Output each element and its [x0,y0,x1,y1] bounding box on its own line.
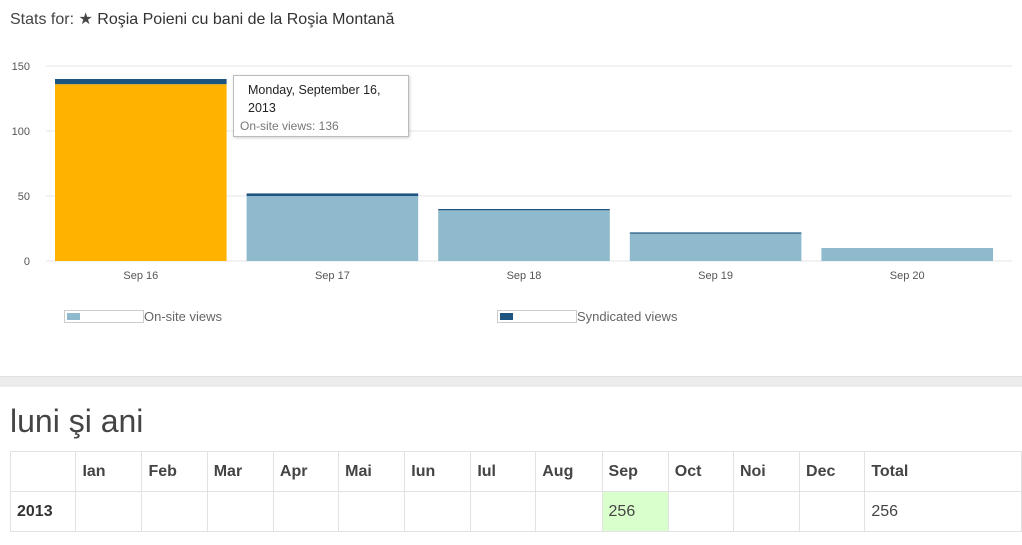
month-cell [732,491,801,532]
legend-syndicated-swatch [497,310,577,323]
table-header-row: Ian Feb Mar Apr Mai Iun Iul Aug Sep Oct Noi Dec Tota… [9,451,1022,492]
months-years-table: Ian Feb Mar Apr Mai Iun Iul Aug Sep Oct Noi Dec Tota… [9,451,1022,532]
month-cell [667,491,734,532]
y-tick-label: 100 [12,126,30,138]
month-cell [141,491,208,532]
y-tick-label: 150 [12,61,30,73]
stats-prefix: Stats for: [10,11,75,28]
section-title: luni şi ani [10,403,144,439]
table-header-oct: Oct [667,451,734,492]
table-header-dec: Dec [799,451,866,492]
month-cell [75,491,143,532]
table-header-ian: Ian [75,451,143,492]
chart-tooltip: Monday, September 16, 2013 On-site views… [233,75,409,137]
x-tick-label: Sep 20 [890,270,925,282]
section-divider [0,376,1022,387]
y-tick-label: 0 [24,256,30,268]
tooltip-value: On-site views: 136 [240,119,339,133]
views-bar-chart: 0 50 100 150 Sep 16 Sep 17 Sep 18 Sep 19 Sep 20 [12,61,1012,282]
table-header-iun: Iun [404,451,472,492]
table-header-iul: Iul [470,451,537,492]
legend-syndicated-label: Syndicated views [577,309,678,324]
y-tick-label: 50 [18,191,30,203]
legend-onsite-swatch [64,310,144,323]
x-tick-label: Sep 19 [698,270,733,282]
table-header-mar: Mar [206,451,274,492]
table-body: 2013 256 256 [9,491,1022,532]
month-cell [404,491,472,532]
month-cell: 256 [601,491,669,532]
bar-onsite [629,233,802,261]
total-cell: 256 [864,491,1022,532]
bar-onsite [55,84,227,261]
table-header-total: Total [864,451,1022,492]
month-cell [338,491,406,532]
x-tick-label: Sep 17 [315,270,350,282]
tooltip-date: Monday, September 16, 2013 [248,83,381,115]
bar-onsite [438,210,610,261]
legend-onsite-color [67,313,80,320]
legend-onsite-label: On-site views [144,309,223,324]
table-header-corner [9,451,77,492]
bar-syndicated [55,79,227,85]
month-cell [799,491,866,532]
bar-onsite [821,248,993,261]
table-header-noi: Noi [732,451,801,492]
legend-onsite[interactable]: On-site views [64,309,222,324]
table-header-apr: Apr [272,451,340,492]
post-title-link[interactable]: Roşia Poieni cu bani de la Roşia Montană [97,11,395,28]
legend-syndicated[interactable]: Syndicated views [497,309,677,324]
bar-syndicated [438,209,610,211]
month-cell [206,491,274,532]
star-icon: ★ [78,11,93,28]
month-cell [470,491,537,532]
bar-syndicated [629,232,802,234]
x-tick-label: Sep 16 [123,270,158,282]
bar-syndicated [246,193,419,196]
table-header-aug: Aug [535,451,603,492]
year-cell: 2013 [9,491,77,532]
table-header-feb: Feb [141,451,208,492]
month-cell [272,491,340,532]
month-cell [535,491,603,532]
bar-onsite [246,196,419,261]
x-tick-label: Sep 18 [507,270,542,282]
legend-syndicated-color [500,313,513,320]
table-header-sep: Sep [601,451,669,492]
table-header-mai: Mai [338,451,406,492]
stats-title: Stats for: ★ Roşia Poieni cu bani de la … [10,9,394,29]
table-row: 2013 256 256 [9,491,1022,532]
